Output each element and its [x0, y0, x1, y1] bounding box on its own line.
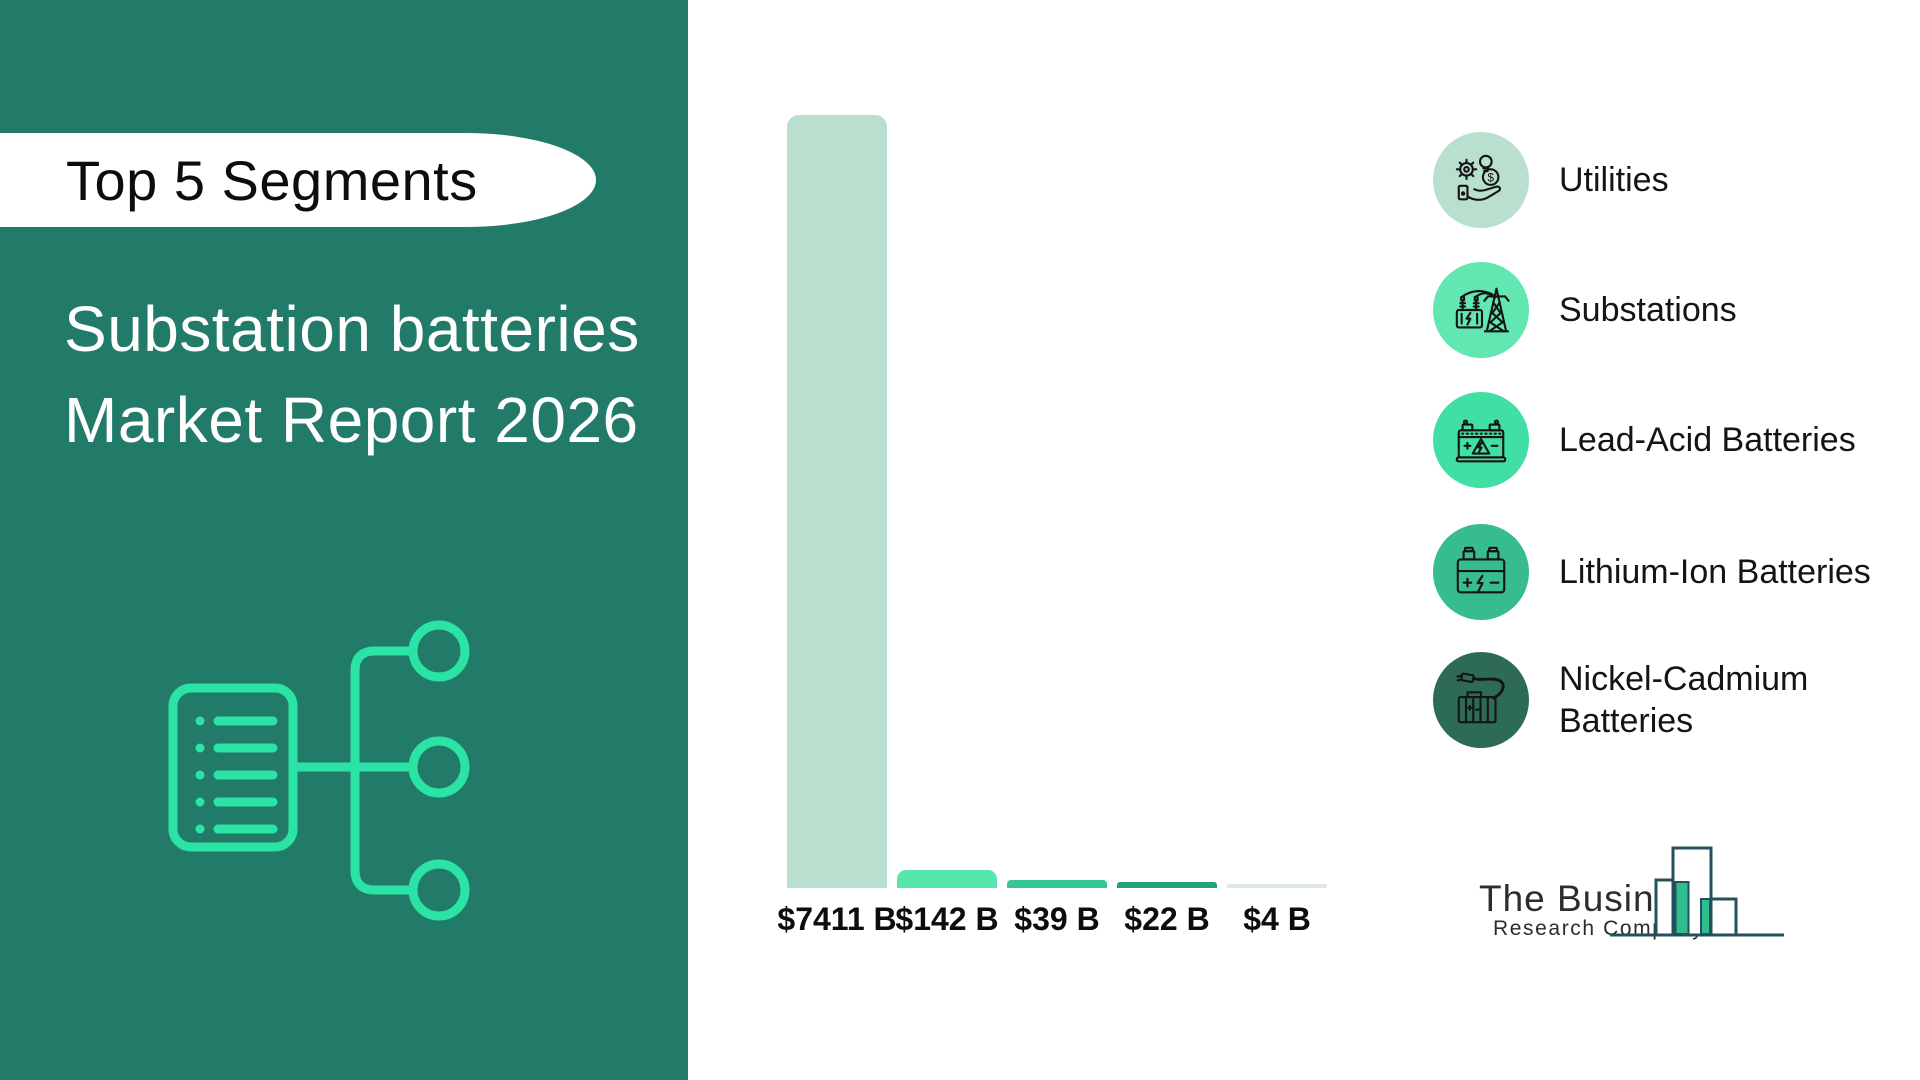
legend-label: Nickel-Cadmium Batteries [1559, 660, 1809, 740]
page-title-line1: Substation batteries [64, 293, 640, 365]
brand-skyline-icon [1610, 846, 1784, 937]
bar-value-label: $4 B [1243, 901, 1311, 937]
bar-value-label: $7411 B [777, 901, 897, 937]
legend-label: Lithium-Ion Batteries [1559, 553, 1871, 591]
document-list-lines [195, 716, 278, 834]
lead-acid-battery-icon [1433, 392, 1529, 488]
bar-substations [897, 870, 997, 888]
legend-label: Lead-Acid Batteries [1559, 421, 1856, 459]
svg-text:$: $ [1487, 171, 1494, 184]
bar-lead-acid-batteries [1007, 880, 1107, 888]
legend-item-lithium-ion: Lithium-Ion Batteries [1433, 524, 1871, 620]
hand-gear-utilities-icon: $ [1433, 132, 1529, 228]
bar-utilities [787, 115, 887, 888]
legend-item-substations: Substations [1433, 262, 1737, 358]
nicd-battery-pack-icon [1433, 652, 1529, 748]
legend-label: Utilities [1559, 161, 1669, 199]
report-mindmap-icon [168, 620, 470, 921]
legend-label: Substations [1559, 291, 1737, 329]
legend-item-utilities: $ Utilities [1433, 132, 1669, 228]
bar-lithium-ion-batteries [1117, 882, 1217, 888]
page-title: Substation batteries Market Report 2026 [64, 284, 640, 466]
substation-tower-icon [1433, 262, 1529, 358]
page-title-line2: Market Report 2026 [64, 384, 639, 456]
bar-nickel-cadmium-batteries [1227, 884, 1327, 888]
bar-value-label: $142 B [895, 901, 999, 937]
bar-value-label: $22 B [1124, 901, 1210, 937]
legend-item-lead-acid: Lead-Acid Batteries [1433, 392, 1856, 488]
legend-item-nickel-cadmium: Nickel-Cadmium Batteries [1433, 652, 1889, 748]
sidebar: Top 5 Segments Substation batteries Mark… [0, 0, 688, 1080]
lithium-ion-battery-icon [1433, 524, 1529, 620]
bar-value-label: $39 B [1014, 901, 1100, 937]
top-segments-badge: Top 5 Segments [0, 133, 596, 227]
badge-label: Top 5 Segments [66, 148, 478, 212]
